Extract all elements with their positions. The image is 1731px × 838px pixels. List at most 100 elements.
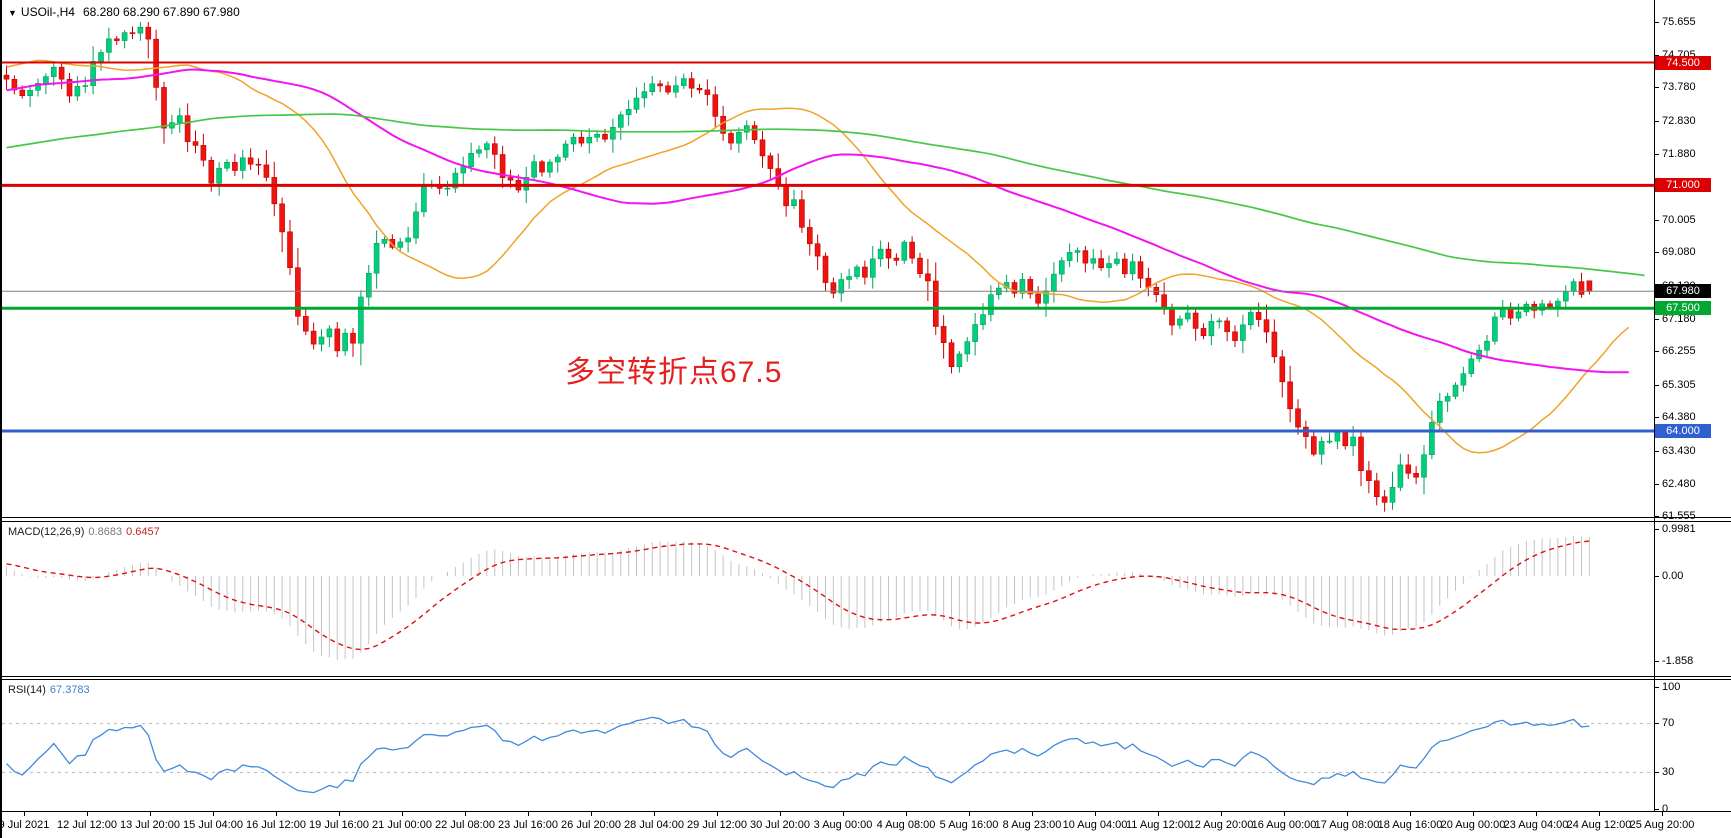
time-axis-label: 28 Jul 04:00 bbox=[624, 819, 684, 831]
time-axis-label: 23 Jul 16:00 bbox=[498, 819, 558, 831]
time-axis-label: 18 Aug 16:00 bbox=[1377, 819, 1443, 831]
time-axis-tick bbox=[843, 812, 844, 816]
time-axis-label: 15 Jul 04:00 bbox=[183, 819, 243, 831]
ma-mid-line[interactable] bbox=[6, 68, 1629, 374]
horizontal-levels[interactable] bbox=[2, 61, 1654, 433]
time-axis-label: 24 Aug 12:00 bbox=[1566, 819, 1632, 831]
time-axis-tick bbox=[402, 812, 403, 816]
macd-histogram bbox=[6, 535, 1590, 660]
macd-axis[interactable]: 0.9981 0.00 -1.858 bbox=[1654, 522, 1731, 676]
time-axis-tick bbox=[780, 812, 781, 816]
macd-signal-line bbox=[6, 540, 1590, 651]
time-axis-tick bbox=[465, 812, 466, 816]
time-axis-tick bbox=[213, 812, 214, 816]
y-axis-label: 71.880 bbox=[1662, 147, 1696, 160]
ma-fast-line[interactable] bbox=[6, 59, 1630, 454]
y-axis-tick bbox=[1654, 351, 1659, 353]
y-axis-label: 63.430 bbox=[1662, 444, 1696, 457]
axis-divider-line bbox=[1654, 0, 1655, 811]
time-axis-label: 11 Aug 12:00 bbox=[1125, 819, 1191, 831]
rsi-axis-label: 30 bbox=[1662, 765, 1675, 778]
time-axis-label: 30 Jul 20:00 bbox=[750, 819, 810, 831]
rsi-axis-tick bbox=[1654, 771, 1659, 773]
y-axis-label: 72.830 bbox=[1662, 114, 1696, 127]
rsi-plot[interactable] bbox=[2, 680, 1654, 811]
y-axis-tick bbox=[1654, 87, 1659, 89]
y-axis-tick bbox=[1654, 318, 1659, 320]
time-axis-tick bbox=[1662, 812, 1663, 816]
y-axis-tick bbox=[1654, 450, 1659, 452]
time-axis-label: 10 Aug 04:00 bbox=[1062, 819, 1128, 831]
y-axis-tick bbox=[1654, 483, 1659, 485]
time-axis[interactable]: 9 Jul 2021 12 Jul 12:00 13 Jul 20:00 15 Jul… bbox=[0, 811, 1731, 838]
time-axis-tick bbox=[1536, 812, 1537, 816]
macd-axis-label: -1.858 bbox=[1662, 655, 1694, 668]
time-axis-tick bbox=[276, 812, 277, 816]
chart-annotation-text[interactable]: 多空转折点67.5 bbox=[565, 356, 783, 389]
main-chart-panel: ▼ USOil-,H4 68.280 68.290 67.890 67.980 多空… bbox=[2, 0, 1731, 522]
y-axis-label: 66.255 bbox=[1662, 345, 1696, 358]
time-axis-tick bbox=[339, 812, 340, 816]
y-axis-tick bbox=[1654, 516, 1659, 518]
y-axis-label: 73.780 bbox=[1662, 81, 1696, 94]
y-axis-label: 69.080 bbox=[1662, 246, 1696, 259]
macd-plot[interactable] bbox=[2, 522, 1654, 676]
time-axis-tick bbox=[969, 812, 970, 816]
time-axis-tick bbox=[1599, 812, 1600, 816]
ma-slow-line[interactable] bbox=[6, 113, 1645, 277]
time-axis-tick bbox=[1095, 812, 1096, 816]
ohlc-values: 68.280 68.290 67.890 67.980 bbox=[82, 5, 240, 19]
y-axis-tick bbox=[1654, 21, 1659, 23]
time-axis-label: 25 Aug 20:00 bbox=[1629, 819, 1695, 831]
price-badge: 71.000 bbox=[1655, 178, 1711, 193]
time-axis-tick bbox=[591, 812, 592, 816]
time-axis-tick bbox=[1158, 812, 1159, 816]
rsi-indicator-label: RSI(14) 67.3783 bbox=[8, 684, 90, 696]
price-axis[interactable]: 75.65574.70573.78072.83071.88070.93070.0… bbox=[1654, 0, 1731, 522]
rsi-line bbox=[6, 716, 1590, 794]
y-axis-tick bbox=[1654, 384, 1659, 386]
rsi-axis-label: 100 bbox=[1662, 680, 1681, 693]
rsi-value: 67.3783 bbox=[49, 684, 90, 696]
y-axis-tick bbox=[1654, 120, 1659, 122]
price-badge: 74.500 bbox=[1655, 55, 1711, 70]
time-axis-tick bbox=[1032, 812, 1033, 816]
y-axis-tick bbox=[1654, 54, 1659, 56]
price-badge: 64.000 bbox=[1655, 423, 1711, 438]
rsi-axis[interactable]: 100 70 30 0 bbox=[1654, 680, 1731, 815]
time-axis-label: 20 Aug 00:00 bbox=[1440, 819, 1506, 831]
time-axis-tick bbox=[906, 812, 907, 816]
time-axis-label: 5 Aug 16:00 bbox=[939, 819, 999, 831]
y-axis-label: 67.180 bbox=[1662, 312, 1696, 325]
y-axis-label: 62.480 bbox=[1662, 477, 1696, 490]
y-axis-tick bbox=[1654, 252, 1659, 254]
time-axis-tick bbox=[1221, 812, 1222, 816]
y-axis-label: 65.305 bbox=[1662, 378, 1696, 391]
time-axis-label: 12 Aug 20:00 bbox=[1188, 819, 1254, 831]
time-axis-tick bbox=[1410, 812, 1411, 816]
chevron-down-icon[interactable]: ▼ bbox=[8, 8, 17, 18]
time-axis-label: 9 Jul 2021 bbox=[0, 819, 50, 831]
y-axis-label: 61.555 bbox=[1662, 510, 1696, 523]
time-axis-label: 19 Jul 16:00 bbox=[309, 819, 369, 831]
macd-axis-label: 0.00 bbox=[1662, 569, 1684, 582]
rsi-axis-label: 0 bbox=[1662, 802, 1669, 815]
price-chart-plot[interactable] bbox=[2, 0, 1654, 518]
macd-axis-label: 0.9981 bbox=[1662, 523, 1696, 536]
time-axis-label: 13 Jul 20:00 bbox=[120, 819, 180, 831]
time-axis-tick bbox=[150, 812, 151, 816]
macd-panel: MACD(12,26,9) 0.8683 0.6457 0.9981 0.00 -1.8… bbox=[2, 521, 1731, 677]
macd-main-value: 0.8683 bbox=[88, 526, 123, 538]
time-axis-tick bbox=[1347, 812, 1348, 816]
y-axis-tick bbox=[1654, 219, 1659, 221]
time-axis-label: 23 Aug 04:00 bbox=[1503, 819, 1569, 831]
macd-axis-tick bbox=[1654, 575, 1659, 577]
time-axis-label: 22 Jul 08:00 bbox=[435, 819, 495, 831]
macd-name: MACD(12,26,9) bbox=[8, 526, 85, 538]
macd-axis-tick bbox=[1654, 661, 1659, 663]
y-axis-tick bbox=[1654, 417, 1659, 419]
time-axis-label: 16 Aug 00:00 bbox=[1251, 819, 1317, 831]
time-axis-tick bbox=[87, 812, 88, 816]
time-axis-label: 29 Jul 12:00 bbox=[687, 819, 747, 831]
rsi-panel: RSI(14) 67.3783 100 70 30 0 bbox=[2, 679, 1731, 815]
